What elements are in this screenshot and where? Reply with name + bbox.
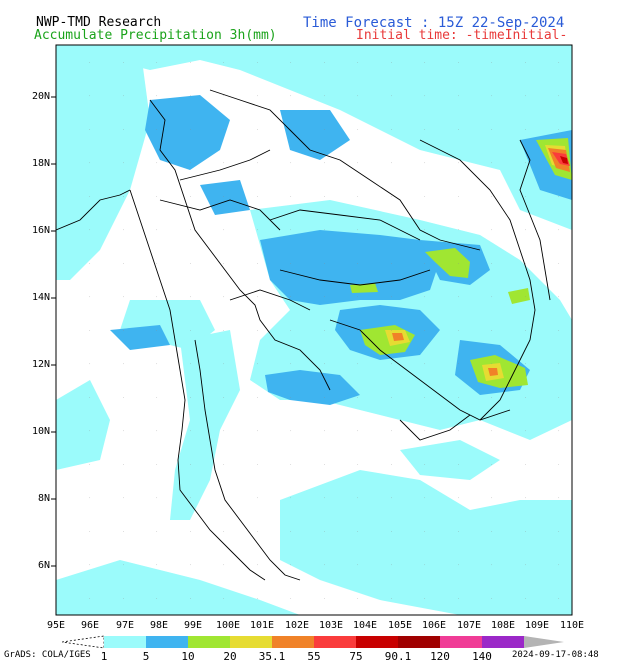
- colorbar-label: 35.1: [258, 650, 286, 663]
- lat-label: 12N: [31, 359, 50, 370]
- colorbar-label: 120: [430, 650, 450, 663]
- render-timestamp: 2024-09-17-08:48: [512, 650, 599, 660]
- colorbar-label: 140: [472, 650, 492, 663]
- colorbar-swatch: [314, 636, 356, 648]
- lon-label: 107E: [456, 620, 482, 631]
- lon-label: 106E: [421, 620, 447, 631]
- lat-label: 16N: [31, 225, 50, 236]
- software-credit: GrADS: COLA/IGES: [4, 650, 91, 660]
- colorbar-swatch: [482, 636, 524, 648]
- lon-label: 109E: [524, 620, 550, 631]
- colorbar-swatch: [104, 636, 146, 648]
- lon-label: 100E: [215, 620, 241, 631]
- colorbar-label: 55: [307, 650, 321, 663]
- lon-label: 105E: [387, 620, 413, 631]
- colorbar-right-arrow: [524, 636, 564, 648]
- colorbar-swatch: [188, 636, 230, 648]
- lon-label: 104E: [352, 620, 378, 631]
- lon-label: 108E: [490, 620, 516, 631]
- lon-label: 102E: [284, 620, 310, 631]
- lon-label: 95E: [46, 620, 66, 631]
- initial-time: Initial time: -timeInitial-: [356, 28, 568, 43]
- lat-label: 10N: [31, 426, 50, 437]
- colorbar-label: 75: [349, 650, 363, 663]
- colorbar-label: 20: [223, 650, 237, 663]
- model-title: NWP-TMD Research: [36, 15, 162, 30]
- lon-label: 97E: [115, 620, 135, 631]
- colorbar-left-arrow: [62, 635, 105, 649]
- lon-label: 110E: [559, 620, 585, 631]
- colorbar: [62, 635, 564, 649]
- lat-label: 18N: [31, 158, 50, 169]
- product-title: Accumulate Precipitation 3h(mm): [34, 28, 277, 43]
- lon-label: 99E: [183, 620, 203, 631]
- colorbar-swatch: [440, 636, 482, 648]
- colorbar-swatch: [230, 636, 272, 648]
- axis-ticks: [51, 96, 56, 567]
- lat-label: 14N: [31, 292, 50, 303]
- lon-label: 98E: [149, 620, 169, 631]
- lat-label: 8N: [37, 493, 50, 504]
- forecast-time: Time Forecast : 15Z 22-Sep-2024: [303, 15, 565, 31]
- colorbar-swatch: [398, 636, 440, 648]
- plot-frame: [55, 44, 573, 616]
- colorbar-swatch: [356, 636, 398, 648]
- lat-label: 6N: [37, 560, 50, 571]
- lon-label: 96E: [80, 620, 100, 631]
- colorbar-label: 90.1: [384, 650, 412, 663]
- colorbar-swatch: [272, 636, 314, 648]
- colorbar-label: 5: [142, 650, 150, 663]
- colorbar-swatch: [146, 636, 188, 648]
- lon-label: 103E: [318, 620, 344, 631]
- colorbar-label: 10: [181, 650, 195, 663]
- colorbar-label: 1: [100, 650, 108, 663]
- lat-label: 20N: [31, 91, 50, 102]
- lon-label: 101E: [249, 620, 275, 631]
- grid-dots: [56, 45, 572, 615]
